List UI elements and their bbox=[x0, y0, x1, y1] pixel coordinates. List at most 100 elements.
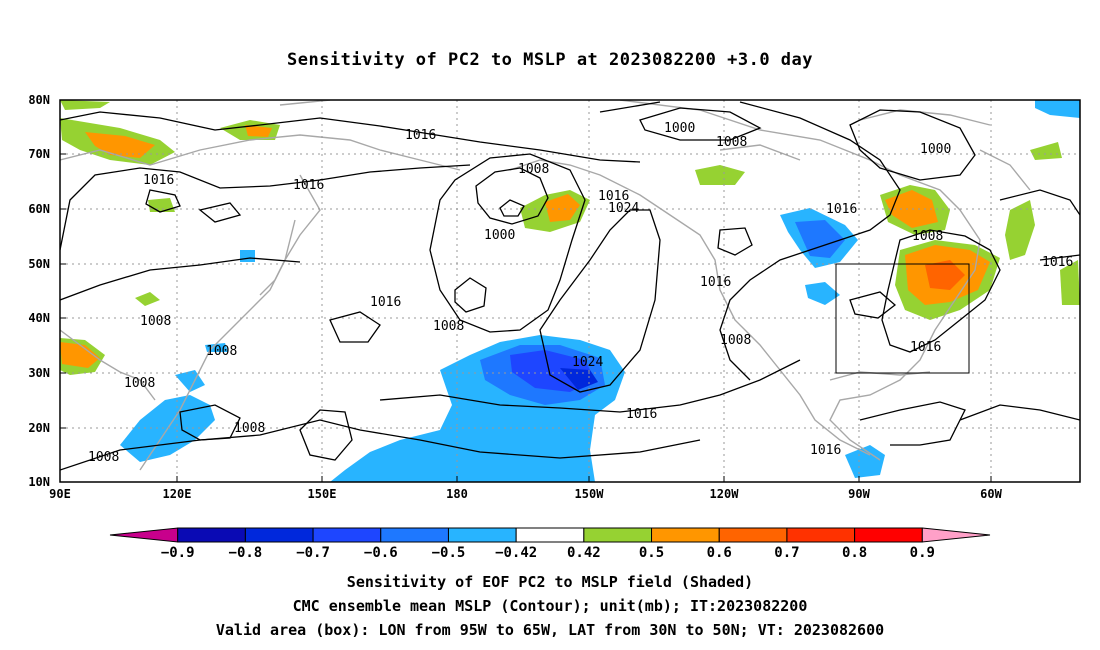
lat-label: 60N bbox=[28, 202, 50, 216]
contour-label: 1008 bbox=[720, 333, 751, 348]
contour-label: 1016 bbox=[293, 178, 324, 193]
colorbar-label: 0.7 bbox=[774, 545, 799, 561]
shade-neg-region bbox=[240, 250, 255, 262]
lon-label: 60W bbox=[980, 487, 1002, 501]
shade-pos-region bbox=[60, 342, 100, 368]
lon-label: 90W bbox=[848, 487, 870, 501]
caption-line-1: Sensitivity of EOF PC2 to MSLP field (Sh… bbox=[346, 573, 754, 591]
contour-line bbox=[959, 404, 1080, 421]
lat-label: 70N bbox=[28, 147, 50, 161]
contour-line bbox=[999, 189, 1080, 261]
contour-label: 1016 bbox=[910, 340, 941, 355]
sensitivity-shading bbox=[60, 100, 1080, 482]
gridlines bbox=[60, 100, 1080, 482]
colorbar-segment bbox=[312, 527, 382, 543]
coastlines bbox=[60, 100, 1031, 471]
contour-label: 1016 bbox=[143, 173, 174, 188]
contour-label: 1024 bbox=[608, 201, 639, 216]
contour-label: 1008 bbox=[716, 135, 747, 150]
shade-pos-region bbox=[885, 190, 938, 228]
shade-pos-region bbox=[85, 132, 155, 158]
coastline-japan bbox=[259, 219, 296, 296]
lon-label: 180 bbox=[446, 487, 468, 501]
coastline-north-america bbox=[619, 100, 981, 461]
colorbar: −0.9 −0.8 −0.7 −0.6 −0.5 −0.42 0.42 0.5 0.6 0.7 0.… bbox=[109, 527, 991, 561]
mslp-contours bbox=[60, 101, 1080, 471]
colorbar-label: 0.6 bbox=[707, 545, 732, 561]
shade-neg-region bbox=[845, 445, 885, 478]
contour-label: 1008 bbox=[140, 314, 171, 329]
shade-pos-region bbox=[1030, 142, 1062, 160]
contour-line bbox=[60, 111, 641, 163]
contour-label: 1016 bbox=[370, 295, 401, 310]
contour-line bbox=[859, 401, 966, 446]
contour-line bbox=[849, 109, 976, 181]
axis-ticks bbox=[59, 99, 992, 483]
contour-label: 1008 bbox=[433, 319, 464, 334]
coastline-alaska bbox=[509, 159, 871, 456]
colorbar-label: −0.8 bbox=[229, 545, 263, 561]
colorbar-label: 0.9 bbox=[910, 545, 935, 561]
contour-line bbox=[717, 227, 897, 319]
contour-label: 1016 bbox=[700, 275, 731, 290]
lat-label: 10N bbox=[28, 475, 50, 489]
contour-line bbox=[179, 311, 381, 441]
map-border bbox=[59, 99, 1081, 483]
contour-label: 1000 bbox=[664, 121, 695, 136]
contour-label: 1016 bbox=[598, 189, 629, 204]
contour-line bbox=[60, 164, 471, 251]
colorbar-label: −0.7 bbox=[296, 545, 330, 561]
shade-neg-region bbox=[1035, 100, 1080, 118]
lat-label: 30N bbox=[28, 366, 50, 380]
shade-neg-region bbox=[805, 282, 840, 305]
colorbar-segment bbox=[380, 527, 449, 543]
contour-line bbox=[499, 199, 525, 217]
shade-pos-region bbox=[695, 165, 745, 185]
lon-labels: 90E 120E 150E 180 150W 120W 90W 60W bbox=[49, 487, 1002, 501]
coastline-arctic bbox=[279, 100, 1031, 191]
contour-labels: 1016 1000 1008 1000 1016 1016 1008 1016 … bbox=[88, 121, 1073, 465]
shade-pos-region bbox=[545, 194, 580, 222]
shade-pos-region bbox=[245, 125, 272, 137]
contour-line bbox=[475, 167, 549, 225]
colorbar-segment bbox=[786, 527, 856, 543]
contour-label: 1008 bbox=[234, 421, 265, 436]
colorbar-label: 0.42 bbox=[567, 545, 601, 561]
colorbar-segment bbox=[244, 527, 314, 543]
shade-pos-region bbox=[925, 260, 965, 290]
lat-label: 40N bbox=[28, 311, 50, 325]
contour-label: 1016 bbox=[810, 443, 841, 458]
contour-line bbox=[539, 209, 661, 393]
lon-label: 150E bbox=[308, 487, 337, 501]
colorbar-segment bbox=[651, 527, 720, 543]
colorbar-label: 0.8 bbox=[842, 545, 867, 561]
coastline-asia bbox=[60, 134, 461, 471]
contour-line bbox=[145, 189, 242, 223]
colorbar-end-low bbox=[109, 527, 179, 543]
contour-line bbox=[60, 419, 701, 471]
lat-label: 20N bbox=[28, 421, 50, 435]
lat-label: 50N bbox=[28, 257, 50, 271]
contour-label: 1008 bbox=[912, 229, 943, 244]
contour-line bbox=[881, 229, 1001, 353]
colorbar-label: −0.5 bbox=[432, 545, 466, 561]
colorbar-segment bbox=[447, 527, 517, 543]
contour-label: 1008 bbox=[206, 344, 237, 359]
valid-area-box bbox=[835, 263, 970, 374]
colorbar-segment bbox=[854, 527, 923, 543]
colorbar-segment bbox=[177, 527, 246, 543]
colorbar-label: −0.42 bbox=[495, 545, 537, 561]
lon-label: 120E bbox=[163, 487, 192, 501]
colorbar-label: 0.5 bbox=[639, 545, 664, 561]
shade-pos-region bbox=[60, 100, 110, 110]
contour-line bbox=[379, 359, 801, 413]
contour-label: 1024 bbox=[572, 355, 603, 370]
contour-line bbox=[429, 153, 586, 333]
lon-label: 120W bbox=[710, 487, 740, 501]
contour-line bbox=[60, 257, 301, 301]
contour-label: 1016 bbox=[826, 202, 857, 217]
caption-line-2: CMC ensemble mean MSLP (Contour); unit(m… bbox=[292, 597, 808, 615]
colorbar-segment bbox=[515, 527, 585, 543]
colorbar-label: −0.6 bbox=[364, 545, 398, 561]
colorbar-segment bbox=[583, 527, 653, 543]
